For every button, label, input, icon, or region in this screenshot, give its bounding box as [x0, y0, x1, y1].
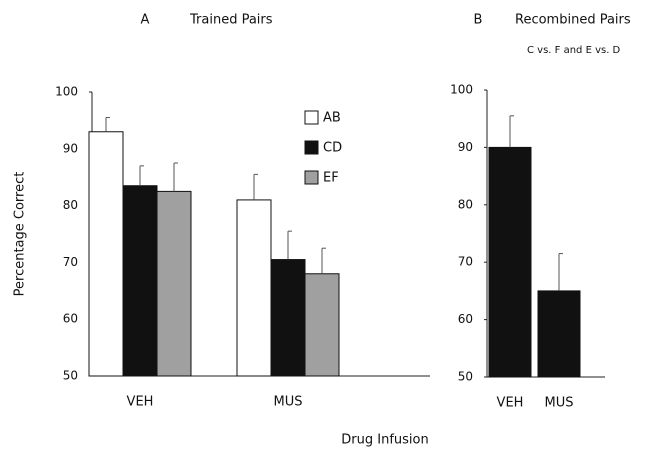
bar	[236, 199, 272, 377]
legend-label: CD	[323, 141, 342, 156]
legend-swatch	[304, 170, 319, 185]
y-tick-label: 60	[458, 312, 473, 326]
panel-label: B	[474, 13, 483, 28]
y-tick-label: 90	[63, 141, 78, 155]
legend-swatch	[304, 140, 319, 155]
y-tick-label: 70	[458, 255, 473, 269]
panel-title: Trained Pairs	[189, 13, 273, 28]
y-tick-label: 60	[63, 312, 78, 326]
y-tick-label: 80	[63, 198, 78, 212]
bar	[304, 273, 340, 377]
y-tick-label: 50	[63, 369, 78, 383]
y-tick-label: 80	[458, 197, 473, 211]
y-axis-label: Percentage Correct	[13, 172, 28, 297]
panel-subtitle: C vs. F and E vs. D	[527, 45, 621, 56]
bar	[270, 259, 306, 377]
x-axis-label: Drug Infusion	[341, 433, 428, 448]
x-tick-label: MUS	[274, 395, 303, 410]
panel-title: Recombined Pairs	[515, 13, 631, 28]
x-tick-label: MUS	[545, 396, 574, 411]
y-tick-label: 100	[55, 85, 78, 99]
x-tick-label: VEH	[497, 396, 524, 411]
y-tick-label: 100	[450, 83, 473, 97]
legend-label: EF	[323, 171, 339, 186]
x-tick-label: VEH	[127, 395, 154, 410]
bar	[122, 185, 158, 377]
y-tick-label: 50	[458, 370, 473, 384]
legend-swatch	[304, 110, 319, 125]
y-tick-label: 70	[63, 255, 78, 269]
panel-label: A	[141, 13, 150, 28]
legend-label: AB	[323, 111, 341, 126]
bar	[88, 131, 124, 377]
bar	[488, 146, 532, 378]
bar	[156, 190, 192, 377]
bar	[537, 290, 581, 378]
y-tick-label: 90	[458, 140, 473, 154]
